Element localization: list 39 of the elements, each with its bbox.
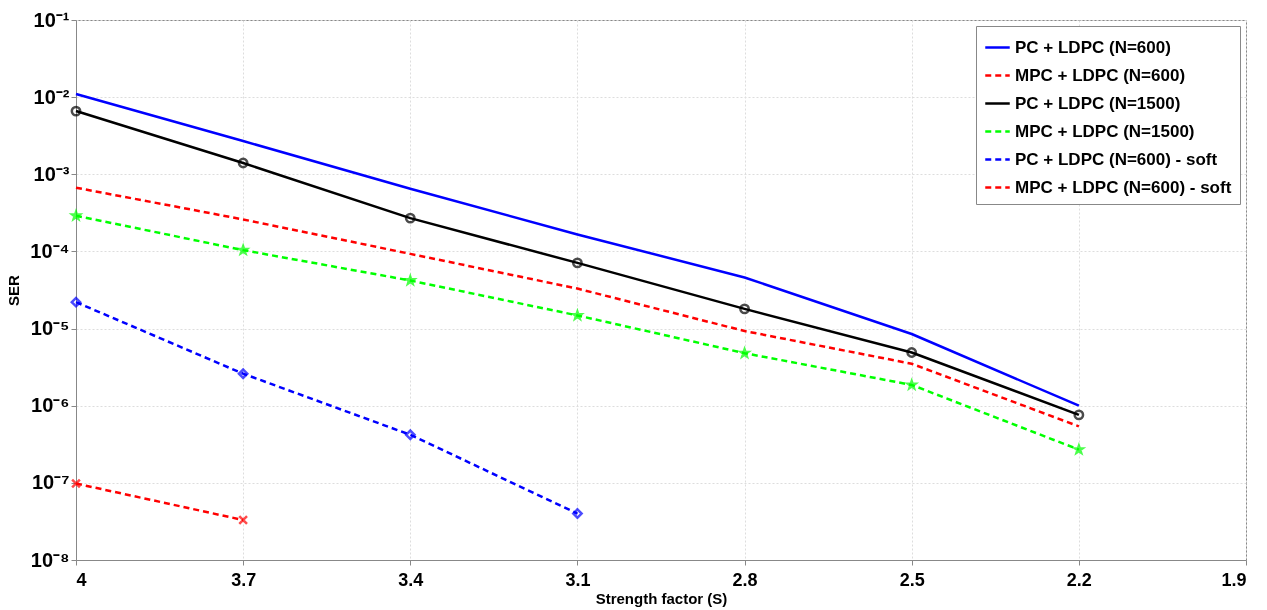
y-tick-label: 10⁻⁷ [32, 471, 70, 494]
y-tick-label: 10⁻⁶ [31, 394, 70, 417]
legend-label: MPC + LDPC (N=1500) [1015, 121, 1195, 141]
point [238, 514, 249, 526]
legend-label: MPC + LDPC (N=600) - soft [1015, 177, 1232, 197]
point [906, 347, 918, 358]
x-tick-label: 2.8 [732, 569, 758, 590]
x-tick-label: 4 [76, 569, 87, 590]
point [404, 429, 416, 441]
x-axis-title: Strength factor (S) [595, 589, 728, 607]
point [739, 303, 750, 315]
point [70, 296, 82, 308]
point [237, 157, 249, 169]
point [236, 242, 251, 257]
point [904, 377, 919, 392]
y-tick-label: 10⁻⁴ [30, 239, 70, 262]
y-tick-label: 10⁻¹ [33, 8, 70, 31]
point [70, 478, 82, 489]
legend-label: PC + LDPC (N=600) [1015, 37, 1171, 57]
x-tick-label: 2.5 [899, 569, 925, 590]
legend-label: MPC + LDPC (N=600) [1015, 65, 1186, 85]
x-tick-label: 2.2 [1066, 569, 1092, 590]
point [403, 273, 418, 287]
point [572, 508, 583, 519]
x-tick-label: 3.7 [231, 569, 257, 590]
y-tick-label: 10⁻² [33, 85, 70, 108]
x-tick-label: 3.1 [565, 569, 591, 590]
x-tick-label: 3.4 [398, 569, 424, 590]
legend-label: PC + LDPC (N=1500) [1015, 93, 1181, 113]
legend-label: PC + LDPC (N=600) - soft [1015, 149, 1218, 169]
point [572, 257, 583, 269]
point [237, 368, 249, 380]
x-tick-label: 1.9 [1221, 569, 1247, 590]
point [571, 308, 585, 322]
y-tick-label: 10⁻³ [33, 162, 70, 185]
y-tick-label: 10⁻⁸ [30, 548, 70, 571]
y-tick-label: 10⁻⁵ [30, 317, 70, 340]
point [404, 212, 416, 224]
y-axis-title: SER [5, 274, 23, 306]
